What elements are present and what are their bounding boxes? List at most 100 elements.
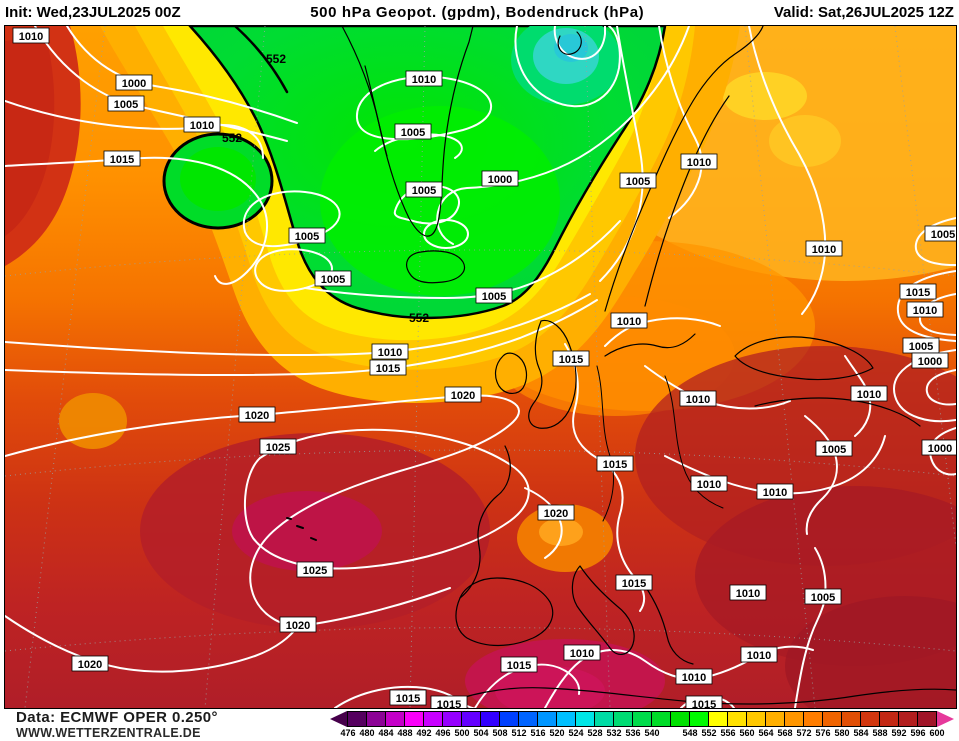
pressure-label: 1005 xyxy=(924,225,956,242)
colorbar-cell xyxy=(899,712,918,726)
svg-text:1020: 1020 xyxy=(451,390,475,402)
colorbar-cell xyxy=(424,712,443,726)
svg-text:1010: 1010 xyxy=(697,479,721,491)
pressure-label: 1010 xyxy=(183,116,221,133)
svg-text:1020: 1020 xyxy=(78,659,102,671)
svg-text:1010: 1010 xyxy=(812,244,836,256)
svg-text:1010: 1010 xyxy=(190,120,214,132)
colorbar-cell xyxy=(348,712,367,726)
svg-text:1010: 1010 xyxy=(682,672,706,684)
colorbar-tick: 536 xyxy=(625,728,641,738)
svg-text:1010: 1010 xyxy=(378,347,402,359)
pressure-label: 1015 xyxy=(596,455,634,472)
colorbar-tick: 504 xyxy=(473,728,489,738)
svg-text:1005: 1005 xyxy=(295,231,319,243)
colorbar-cell xyxy=(538,712,557,726)
pressure-label: 1020 xyxy=(279,616,317,633)
colorbar-cell xyxy=(728,712,747,726)
pressure-label: 1005 xyxy=(619,172,657,189)
geopotential-label: 552 xyxy=(266,52,286,66)
pressure-label: 1010 xyxy=(805,240,843,257)
header-bar: Init: Wed,23JUL2025 00Z 500 hPa Geopot. … xyxy=(0,0,959,25)
colorbar-tick: 496 xyxy=(435,728,451,738)
colorbar-cells xyxy=(347,711,937,727)
svg-text:1010: 1010 xyxy=(19,31,43,43)
pressure-label: 1005 xyxy=(475,287,513,304)
pressure-label: 1005 xyxy=(314,270,352,287)
pressure-label: 1015 xyxy=(500,656,538,673)
svg-text:1005: 1005 xyxy=(412,185,436,197)
map-frame: 1010 1000 1005 1010 1015 1010 1005 1005 1000 1005… xyxy=(4,25,957,709)
colorbar-cell xyxy=(709,712,728,726)
svg-text:1005: 1005 xyxy=(321,274,345,286)
svg-text:1015: 1015 xyxy=(622,578,646,590)
colorbar-tick: 588 xyxy=(872,728,888,738)
svg-text:1010: 1010 xyxy=(747,650,771,662)
colorbar-tick: 532 xyxy=(606,728,622,738)
colorbar-cell xyxy=(595,712,614,726)
pressure-label: 1005 xyxy=(394,123,432,140)
data-source-text: Data: ECMWF OPER 0.250° xyxy=(16,709,218,726)
pressure-label: 1000 xyxy=(115,74,153,91)
pressure-label: 1010 xyxy=(690,475,728,492)
svg-text:1010: 1010 xyxy=(857,389,881,401)
colorbar-tick: 568 xyxy=(777,728,793,738)
colorbar-right-arrow-icon xyxy=(937,711,954,727)
colorbar-tick: 528 xyxy=(587,728,603,738)
pressure-label: 1005 xyxy=(804,588,842,605)
svg-text:1005: 1005 xyxy=(811,592,835,604)
pressure-label: 1010 xyxy=(680,153,718,170)
colorbar-cell xyxy=(747,712,766,726)
pressure-labels: 1010 1000 1005 1010 1015 1010 1005 1005 1000 1005… xyxy=(12,27,956,708)
svg-text:1020: 1020 xyxy=(245,410,269,422)
colorbar-cell xyxy=(671,712,690,726)
colorbar-tick: 516 xyxy=(530,728,546,738)
colorbar-tick: 492 xyxy=(416,728,432,738)
colorbar-cell xyxy=(386,712,405,726)
pressure-label: 1015 xyxy=(615,574,653,591)
pressure-label: 1000 xyxy=(921,439,956,456)
pressure-label: 1015 xyxy=(685,695,723,708)
svg-text:1005: 1005 xyxy=(931,229,955,241)
svg-text:1005: 1005 xyxy=(909,341,933,353)
pressure-label: 1005 xyxy=(815,440,853,457)
svg-text:1010: 1010 xyxy=(570,648,594,660)
pressure-label: 1010 xyxy=(679,390,717,407)
colorbar-tick: 580 xyxy=(834,728,850,738)
pressure-label: 1010 xyxy=(850,385,888,402)
pressure-label: 1010 xyxy=(610,312,648,329)
colorbar-cell xyxy=(481,712,500,726)
colorbar-cell xyxy=(880,712,899,726)
svg-text:1010: 1010 xyxy=(763,487,787,499)
svg-text:1015: 1015 xyxy=(559,354,583,366)
pressure-label: 1020 xyxy=(537,504,575,521)
colorbar-tick: 572 xyxy=(796,728,812,738)
colorbar-cell xyxy=(785,712,804,726)
svg-text:1015: 1015 xyxy=(603,459,627,471)
pressure-label: 1005 xyxy=(902,337,940,354)
colorbar-tick: 548 xyxy=(682,728,698,738)
colorbar-tick: 512 xyxy=(511,728,527,738)
svg-text:1015: 1015 xyxy=(376,363,400,375)
pressure-label: 1020 xyxy=(444,386,482,403)
colorbar-left-arrow-icon xyxy=(330,711,347,727)
pressure-label: 1010 xyxy=(906,301,944,318)
svg-text:1020: 1020 xyxy=(544,508,568,520)
geopotential-label: 552 xyxy=(409,311,429,325)
colorbar-tick: 596 xyxy=(910,728,926,738)
geopotential-field xyxy=(5,26,956,708)
svg-text:1005: 1005 xyxy=(114,99,138,111)
colorbar xyxy=(330,711,954,727)
colorbar-tick: 508 xyxy=(492,728,508,738)
svg-text:1010: 1010 xyxy=(687,157,711,169)
website-text: WWW.WETTERZENTRALE.DE xyxy=(16,726,201,740)
pressure-label: 1015 xyxy=(899,283,937,300)
pressure-label: 1010 xyxy=(729,584,767,601)
pressure-label: 1015 xyxy=(389,689,427,706)
colorbar-tick: 500 xyxy=(454,728,470,738)
colorbar-cell xyxy=(443,712,462,726)
colorbar-tick: 576 xyxy=(815,728,831,738)
colorbar-cell xyxy=(652,712,671,726)
svg-text:1010: 1010 xyxy=(686,394,710,406)
